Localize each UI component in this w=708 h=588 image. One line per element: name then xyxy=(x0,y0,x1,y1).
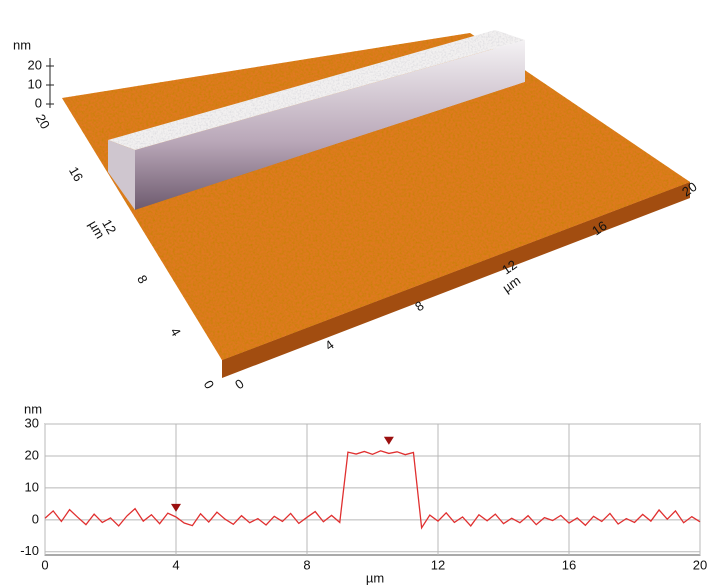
y-tick-label: 0 xyxy=(32,511,39,526)
y-tick-label: 4 xyxy=(167,325,184,339)
y-axis-label: nm xyxy=(24,401,42,416)
plot-frame xyxy=(45,424,700,555)
x-tick-label: 4 xyxy=(322,337,337,353)
x-tick-label: 4 xyxy=(172,557,179,572)
z-tick-label: 20 xyxy=(28,57,42,72)
y-tick-label: 8 xyxy=(134,272,151,286)
y-tick-label: 20 xyxy=(25,447,39,462)
x-tick-label: 20 xyxy=(693,557,707,572)
y-tick-label: 16 xyxy=(66,164,86,184)
z-tick-label: 0 xyxy=(35,95,42,110)
y-tick-label: 0 xyxy=(201,378,218,392)
x-axis-label: µm xyxy=(366,570,384,585)
z-tick-label: 10 xyxy=(28,76,42,91)
y-tick-label: -10 xyxy=(20,543,39,558)
x-tick-label: 0 xyxy=(41,557,48,572)
x-tick-label: 8 xyxy=(412,298,427,314)
surface-3d xyxy=(50,30,690,378)
figure: 048121620µm048121620µm01020nm -100102030… xyxy=(0,0,708,588)
x-tick-label: 16 xyxy=(562,557,576,572)
x-tick-label: 8 xyxy=(303,557,310,572)
x-axis-label: µm xyxy=(500,273,524,296)
stripe-end xyxy=(108,140,135,210)
z-axis-label: nm xyxy=(13,37,31,52)
y-tick-label: 10 xyxy=(25,479,39,494)
y-tick-label: 20 xyxy=(33,111,53,131)
y-tick-label: 30 xyxy=(25,415,39,430)
x-tick-label: 12 xyxy=(431,557,445,572)
x-tick-label: 0 xyxy=(232,376,247,392)
